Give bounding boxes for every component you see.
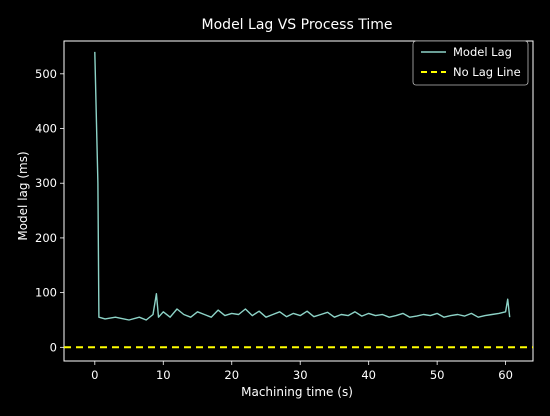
x-tick-label: 30: [293, 368, 308, 382]
y-tick-label: 400: [35, 122, 57, 136]
x-tick-label: 50: [430, 368, 445, 382]
y-tick-label: 100: [35, 286, 57, 300]
x-tick-label: 60: [498, 368, 513, 382]
y-tick-label: 500: [35, 67, 57, 81]
x-tick-label: 40: [361, 368, 376, 382]
x-tick-label: 10: [156, 368, 171, 382]
x-tick-label: 0: [91, 368, 98, 382]
legend-label-no-lag-line: No Lag Line: [453, 65, 521, 79]
chart-title: Model Lag VS Process Time: [202, 17, 393, 33]
series-line-model-lag: [94, 51, 511, 321]
y-tick-label: 0: [50, 340, 57, 354]
x-axis-label: Machining time (s): [241, 385, 353, 399]
legend: Model Lag No Lag Line: [412, 40, 529, 86]
x-tick-label: 20: [224, 368, 239, 382]
y-axis-label: Model lag (ms): [16, 151, 30, 240]
legend-label-model-lag: Model Lag: [453, 45, 512, 59]
series-layer: [64, 51, 533, 349]
y-tick-label: 200: [35, 231, 57, 245]
ticks: 0 10 20 30 40 50 60 0 100 200 300 400 500: [35, 67, 513, 382]
plot-area: [63, 40, 534, 362]
y-tick-label: 300: [35, 176, 57, 190]
